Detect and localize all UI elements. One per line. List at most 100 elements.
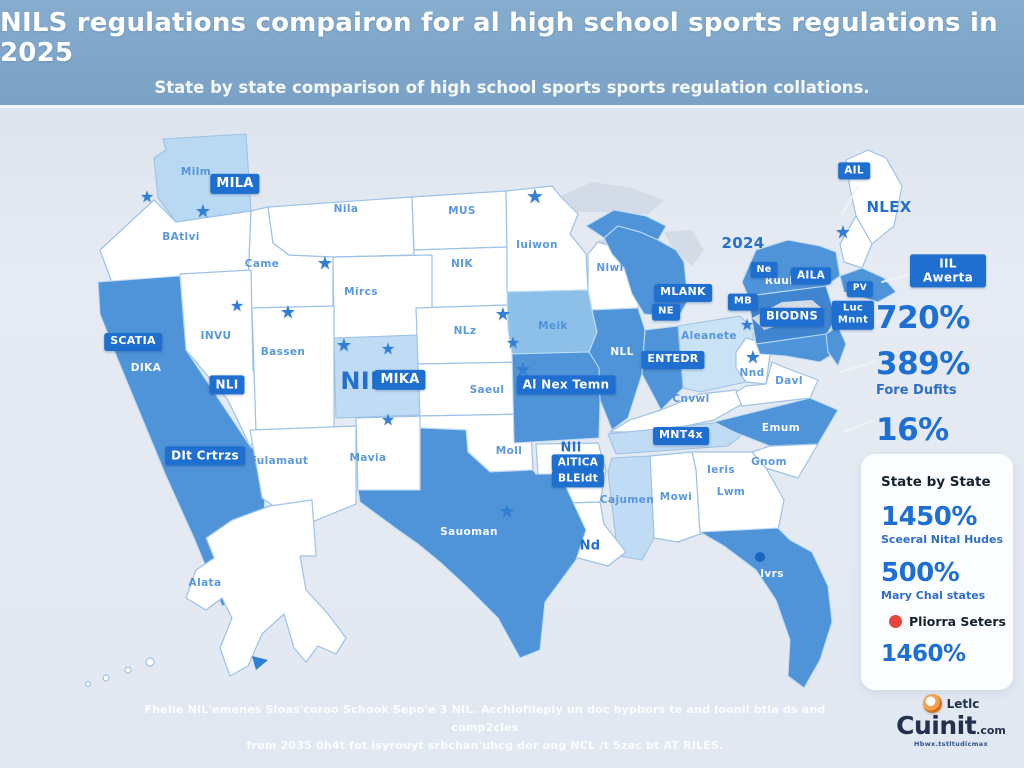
leader-line <box>843 419 875 433</box>
map-state-label: Ieris <box>706 464 736 476</box>
map-label-box: PV <box>846 281 874 297</box>
state-south-carolina <box>751 443 819 479</box>
state-mississippi <box>607 455 655 561</box>
card-value: 500% <box>881 558 960 588</box>
state-texas <box>357 427 587 659</box>
star-icon: ★ <box>194 201 212 222</box>
star-icon: ★ <box>316 253 334 274</box>
card-caption: Sceeral Nital Hudes <box>881 533 1003 546</box>
map-label-box: BIODNS <box>759 307 825 327</box>
map-state-label: Cnvwl <box>672 393 710 405</box>
state-washington <box>153 133 252 223</box>
star-icon: ★ <box>229 296 245 315</box>
map-state-label: Sauoman <box>440 526 498 538</box>
logo-top-text: Letlc <box>946 696 980 711</box>
star-icon: ★ <box>834 222 852 243</box>
subtitle: State by state comparison of high school… <box>154 78 870 97</box>
star-icon: ★ <box>498 501 516 522</box>
footer-line-1: Fhelie NIL'emenes Sloas'coroo Schook Sep… <box>144 703 826 735</box>
map-state-label: DIKA <box>130 362 162 374</box>
map-state-label: MUS <box>448 205 476 217</box>
star-icon: ★ <box>505 333 521 352</box>
star-icon: ★ <box>744 347 762 368</box>
map-state-label: BAtlvi <box>162 231 200 243</box>
star-icon: ★ <box>514 359 532 380</box>
map-label-box: MNT4x <box>653 427 709 445</box>
brand-logo: Letlc Cuinit.com Hbwx.tstltudicmax <box>882 694 1020 748</box>
star-icon: ★ <box>139 187 155 206</box>
map-state-label: Gnom <box>751 456 787 468</box>
map-state-label: NLL <box>610 346 634 358</box>
logo-top-row: Letlc <box>882 694 1020 713</box>
map-bold-label: Nd <box>579 538 601 554</box>
map-state-label: Came <box>244 258 280 270</box>
map-label-box: AlTICA <box>551 454 605 472</box>
map-bold-label: NLEX <box>866 198 912 216</box>
map-label-box: MILA <box>210 173 260 195</box>
leader-line <box>841 185 859 215</box>
infographic-header: NILS regulations compairon for al high s… <box>0 0 1024 108</box>
map-state-label: Nila <box>333 203 359 215</box>
map-label-box: AILA <box>790 267 832 285</box>
map-state-label: Aleanete <box>681 330 737 342</box>
map-state-label: Milm <box>180 166 212 178</box>
star-icon: ★ <box>279 302 297 323</box>
lake-huron <box>664 230 704 266</box>
map-label-box: Ne <box>750 261 778 279</box>
star-icon: ★ <box>335 335 353 356</box>
logo-name: Cuinit <box>896 711 977 740</box>
floating-stats: 720% 389% Fore Dufits 16% <box>876 300 970 448</box>
map-label-box: Luc Mnnt <box>831 300 875 330</box>
map-state-label: Nnd <box>739 367 765 379</box>
state-by-state-card: State by State 1450% Sceeral Nital Hudes… <box>861 454 1013 690</box>
card-caption: Mary Chal states <box>881 589 986 602</box>
state-vermont-nh <box>839 215 873 269</box>
map-state-label: Lwm <box>716 486 746 498</box>
map-state-label: Meik <box>538 320 568 332</box>
map-state-label: Fulamaut <box>249 455 309 467</box>
legend-label: Pliorra Seters <box>909 614 1006 629</box>
map-state-label: Bassen <box>260 346 306 358</box>
map-state-label: Mowi <box>659 491 693 503</box>
state-illinois <box>588 307 646 431</box>
map-label-box: DIt Crtrzs <box>165 446 245 466</box>
stat-value: 720% <box>876 300 970 336</box>
card-value: 1450% <box>881 502 977 532</box>
map-label-box: MIKA <box>374 369 426 391</box>
map-label-box: IIL Awerta <box>910 254 986 288</box>
star-icon: ★ <box>380 339 396 358</box>
map-state-label: Iuiwon <box>516 239 558 251</box>
florida-pin-marker <box>755 552 765 562</box>
map-state-label: Moll <box>495 445 523 457</box>
map-label-box: ENTEDR <box>641 351 705 369</box>
map-label-box: MLANK <box>654 284 712 302</box>
leader-line <box>839 361 875 373</box>
star-icon: ★ <box>526 184 544 208</box>
map-state-label: Nlwi <box>596 262 624 274</box>
map-label-box: NLI <box>209 375 245 395</box>
state-virginia <box>735 361 819 407</box>
aleutian-island <box>145 657 155 667</box>
map-state-label: Cajumen <box>599 494 655 506</box>
footer-disclaimer: Fhelie NIL'emenes Sloas'coroo Schook Sep… <box>130 701 840 755</box>
map-state-label: Davl <box>775 375 803 387</box>
map-state-label: Saeul <box>469 384 505 396</box>
map-label-box: SCATIA <box>104 333 162 351</box>
logo-tagline: Hbwx.tstltudicmax <box>914 740 988 749</box>
map-state-label: Emum <box>761 422 801 434</box>
star-icon: ★ <box>380 410 396 429</box>
map-state-label: Alata <box>188 577 222 589</box>
map-label-box: BLEIdt <box>551 470 605 488</box>
stat-value: 16% <box>876 412 949 448</box>
star-icon: ★ <box>739 315 755 334</box>
state-missouri <box>511 351 602 444</box>
legend-row: Pliorra Seters <box>889 614 1013 629</box>
main-title: NILS regulations compairon for al high s… <box>0 8 998 68</box>
state-florida <box>699 527 833 689</box>
star-icon: ★ <box>494 304 512 325</box>
map-state-label: Mircs <box>344 286 378 298</box>
map-state-label: Ruui <box>764 275 794 287</box>
logo-suffix: .com <box>976 724 1006 737</box>
